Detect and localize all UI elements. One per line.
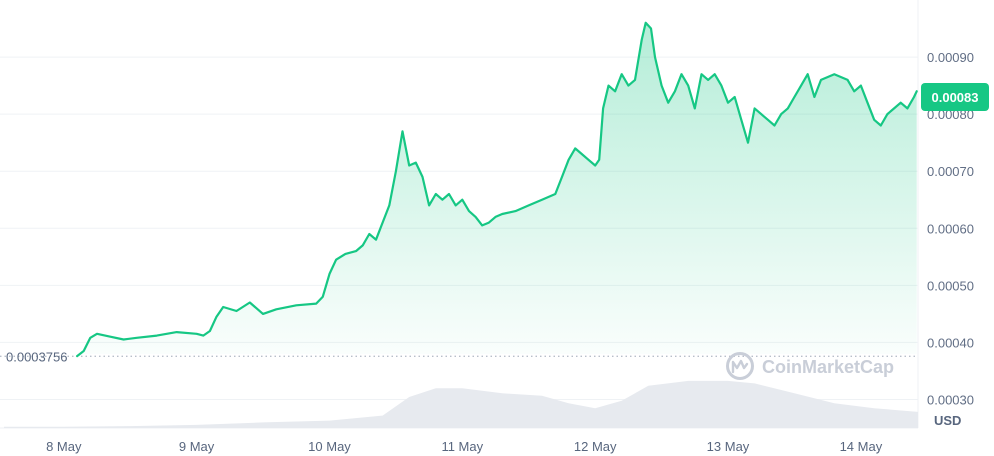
volume-area <box>3 380 918 428</box>
x-tick-label: 8 May <box>46 439 82 454</box>
x-tick-label: 11 May <box>441 439 483 454</box>
current-price-value: 0.00083 <box>932 90 979 105</box>
x-tick-label: 12 May <box>574 439 617 454</box>
currency-label: USD <box>934 413 961 428</box>
y-tick-label: 0.00060 <box>927 221 974 236</box>
price-labels: 0.0003756 USD <box>6 349 961 428</box>
x-tick-label: 14 May <box>840 439 883 454</box>
y-tick-label: 0.00090 <box>927 50 974 65</box>
price-line <box>76 21 918 358</box>
price-area-path <box>77 22 917 357</box>
watermark: CoinMarketCap <box>726 352 894 380</box>
current-price-badge-bg <box>921 83 989 111</box>
start-price-label: 0.0003756 <box>6 349 67 364</box>
price-area <box>77 22 917 357</box>
y-tick-label: 0.00030 <box>927 393 974 408</box>
price-line-group <box>76 21 918 358</box>
x-tick-label: 10 May <box>308 439 351 454</box>
current-price-badge: 0.00083 <box>921 83 989 111</box>
watermark-text: CoinMarketCap <box>762 357 894 377</box>
x-axis: 8 May 9 May 10 May 11 May 12 May 13 May 14 May <box>46 439 883 454</box>
coinmarketcap-logo-icon <box>726 352 754 380</box>
y-tick-label: 0.00040 <box>927 335 974 350</box>
x-tick-label: 9 May <box>179 439 215 454</box>
y-tick-label: 0.00050 <box>927 278 974 293</box>
volume-area-path <box>3 380 918 428</box>
x-tick-label: 13 May <box>707 439 750 454</box>
y-tick-label: 0.00070 <box>927 164 974 179</box>
